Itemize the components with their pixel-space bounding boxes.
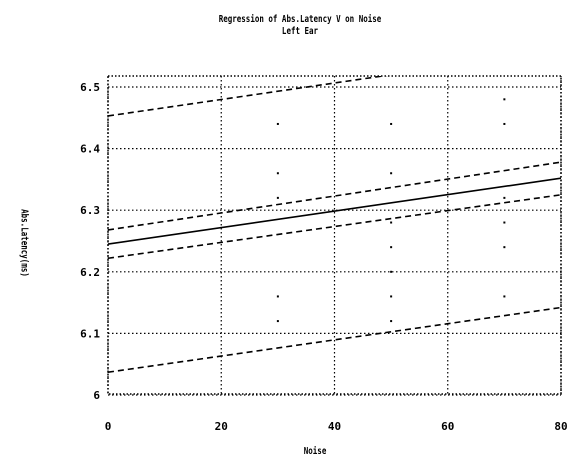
data-point xyxy=(503,221,506,224)
x-tick-label: 0 xyxy=(105,420,112,433)
data-point xyxy=(390,295,393,298)
interval-line xyxy=(108,76,389,117)
data-point xyxy=(276,196,279,199)
data-point xyxy=(390,122,393,125)
data-point xyxy=(390,320,393,323)
plot-frame xyxy=(107,75,562,395)
y-axis-label: Abs.Latency(ms) xyxy=(18,209,30,277)
data-point xyxy=(276,295,279,298)
x-tick-label: 20 xyxy=(215,420,228,433)
data-point xyxy=(390,270,393,273)
interval-line xyxy=(108,161,561,231)
data-point xyxy=(503,196,506,199)
y-tick-label: 6.1 xyxy=(80,327,100,340)
data-point xyxy=(390,246,393,249)
data-point xyxy=(390,172,393,175)
y-tick-label: 6.3 xyxy=(80,204,100,217)
chart-subtitle: Left Ear xyxy=(281,26,319,37)
data-point xyxy=(503,295,506,298)
y-tick-label: 6.2 xyxy=(80,266,100,279)
y-tick-label: 6.5 xyxy=(80,81,100,94)
y-tick-label: 6 xyxy=(93,389,100,402)
interval-line xyxy=(108,194,561,260)
chart-title: Regression of Abs.Latency V on Noise xyxy=(218,14,382,25)
data-point xyxy=(390,221,393,224)
x-tick-label: 40 xyxy=(328,420,341,433)
y-tick-label: 6.4 xyxy=(80,143,100,156)
data-point xyxy=(276,172,279,175)
x-tick-label: 60 xyxy=(441,420,454,433)
interval-line xyxy=(108,306,561,373)
regression-line xyxy=(108,177,561,245)
data-point xyxy=(503,98,506,101)
data-point xyxy=(503,246,506,249)
data-point xyxy=(276,320,279,323)
x-axis-label: Noise xyxy=(303,446,327,457)
data-point xyxy=(276,122,279,125)
x-tick-label: 80 xyxy=(554,420,567,433)
data-point xyxy=(503,122,506,125)
